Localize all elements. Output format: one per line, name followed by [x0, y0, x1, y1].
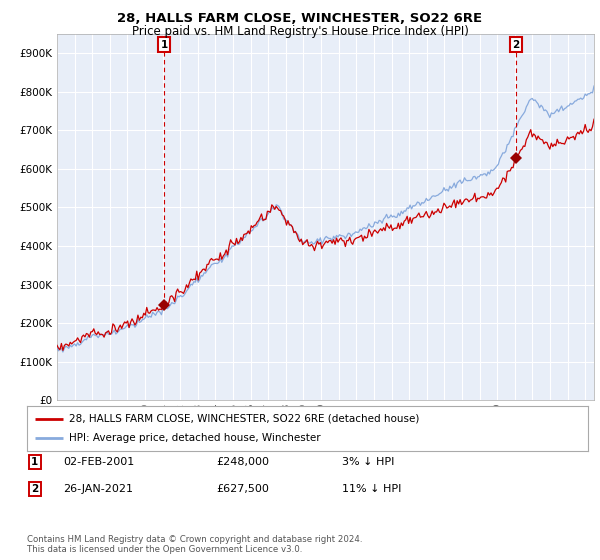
Text: 3% ↓ HPI: 3% ↓ HPI: [342, 457, 394, 467]
Text: 11% ↓ HPI: 11% ↓ HPI: [342, 484, 401, 494]
HPI: Average price, detached house, Winchester: (2e+03, 1.37e+05): Average price, detached house, Wincheste…: [53, 344, 61, 351]
Text: 02-FEB-2001: 02-FEB-2001: [63, 457, 134, 467]
HPI: Average price, detached house, Winchester: (2e+03, 1.25e+05): Average price, detached house, Wincheste…: [59, 349, 67, 356]
28, HALLS FARM CLOSE, WINCHESTER, SO22 6RE (detached house): [452, 204, 460, 211]
HPI: Average price, detached house, Winchester: (2e+03, 2.41e+05): Average price, detached house, Wincheste…: [165, 304, 172, 311]
28, HALLS FARM CLOSE, WINCHESTER, SO22 6RE (detached house): [108, 329, 115, 336]
28, HALLS FARM CLOSE, WINCHESTER, SO22 6RE (detached house): [53, 342, 61, 349]
28, HALLS FARM CLOSE, WINCHESTER, SO22 6RE (detached house): [59, 347, 67, 354]
Text: £627,500: £627,500: [216, 484, 269, 494]
Text: 2: 2: [512, 40, 520, 50]
HPI: Average price, detached house, Winchester: (2.02e+03, 5.23e+05): Average price, detached house, Wincheste…: [422, 195, 430, 202]
Text: 28, HALLS FARM CLOSE, WINCHESTER, SO22 6RE (detached house): 28, HALLS FARM CLOSE, WINCHESTER, SO22 6…: [69, 413, 419, 423]
28, HALLS FARM CLOSE, WINCHESTER, SO22 6RE (detached house): [165, 300, 172, 306]
Text: 1: 1: [31, 457, 38, 467]
Text: £248,000: £248,000: [216, 457, 269, 467]
28, HALLS FARM CLOSE, WINCHESTER, SO22 6RE (detached house): [146, 310, 153, 316]
Text: 1: 1: [160, 40, 167, 50]
28, HALLS FARM CLOSE, WINCHESTER, SO22 6RE (detached house): [422, 208, 430, 215]
Text: HPI: Average price, detached house, Winchester: HPI: Average price, detached house, Winc…: [69, 433, 320, 444]
28, HALLS FARM CLOSE, WINCHESTER, SO22 6RE (detached house): [590, 116, 598, 123]
HPI: Average price, detached house, Winchester: (2.01e+03, 4.33e+05): Average price, detached house, Wincheste…: [345, 230, 352, 236]
Text: 2: 2: [31, 484, 38, 494]
HPI: Average price, detached house, Winchester: (2.03e+03, 8.14e+05): Average price, detached house, Wincheste…: [590, 83, 598, 90]
HPI: Average price, detached house, Winchester: (2e+03, 2.18e+05): Average price, detached house, Wincheste…: [146, 313, 153, 320]
HPI: Average price, detached house, Winchester: (2e+03, 1.71e+05): Average price, detached house, Wincheste…: [108, 331, 115, 338]
Text: Contains HM Land Registry data © Crown copyright and database right 2024.
This d: Contains HM Land Registry data © Crown c…: [27, 535, 362, 554]
Line: 28, HALLS FARM CLOSE, WINCHESTER, SO22 6RE (detached house): 28, HALLS FARM CLOSE, WINCHESTER, SO22 6…: [57, 119, 594, 351]
HPI: Average price, detached house, Winchester: (2.02e+03, 5.51e+05): Average price, detached house, Wincheste…: [452, 184, 460, 191]
28, HALLS FARM CLOSE, WINCHESTER, SO22 6RE (detached house): [345, 237, 352, 244]
Text: 26-JAN-2021: 26-JAN-2021: [63, 484, 133, 494]
Text: Price paid vs. HM Land Registry's House Price Index (HPI): Price paid vs. HM Land Registry's House …: [131, 25, 469, 38]
Text: 28, HALLS FARM CLOSE, WINCHESTER, SO22 6RE: 28, HALLS FARM CLOSE, WINCHESTER, SO22 6…: [118, 12, 482, 25]
Line: HPI: Average price, detached house, Winchester: HPI: Average price, detached house, Winc…: [57, 86, 594, 352]
